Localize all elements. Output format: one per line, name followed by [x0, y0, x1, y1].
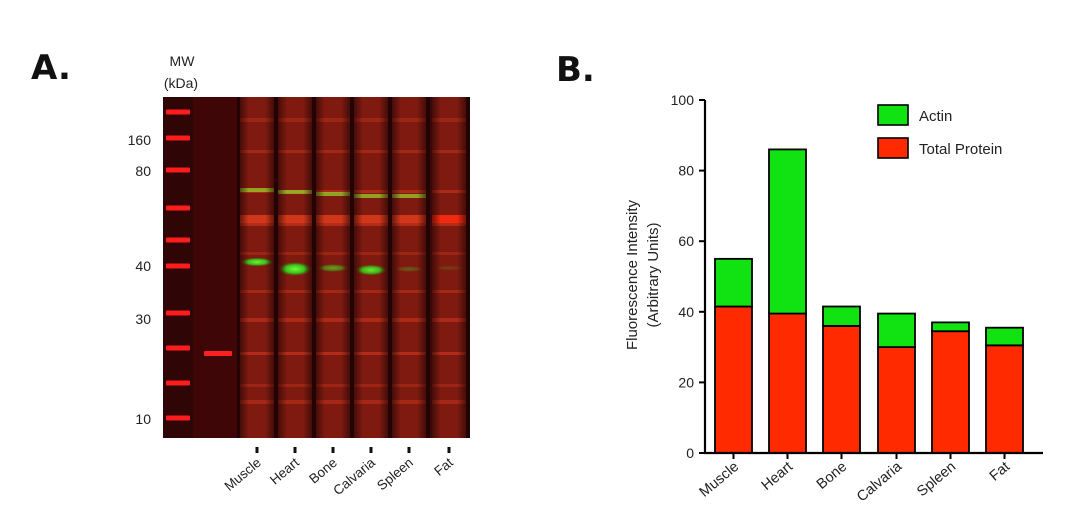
ladder-band	[166, 345, 190, 351]
bar-total-protein	[985, 344, 1024, 454]
x-tick-label: Bone	[814, 459, 850, 493]
blot-lane	[278, 97, 312, 438]
legend-swatch	[877, 137, 909, 159]
bar-total-protein	[822, 325, 861, 454]
bar-actin	[822, 305, 861, 327]
x-tick-label: Fat	[987, 459, 1013, 485]
bar-total-protein	[877, 346, 916, 454]
y-tick-label: 100	[671, 92, 695, 108]
lane-gap	[350, 97, 354, 438]
lane-gap	[237, 97, 240, 438]
lane-gap	[426, 97, 430, 438]
mw-header-line1: MW	[170, 53, 196, 69]
mw-marker-10: 10	[135, 411, 151, 427]
ladder-band	[166, 263, 190, 269]
ladder-band	[166, 109, 190, 115]
mw-marker-80: 80	[135, 163, 151, 179]
y-tick-label: 40	[678, 304, 694, 320]
lane-gap	[274, 97, 278, 438]
lane-gap	[312, 97, 316, 438]
empty-lane	[193, 97, 237, 438]
bar-total-protein	[931, 330, 970, 454]
blot-lane-label: Heart	[267, 455, 302, 488]
blot-lane	[354, 97, 388, 438]
lane-tick	[255, 447, 259, 453]
ladder-band	[166, 135, 190, 141]
empty-lane-band	[204, 351, 232, 356]
lane-tick	[447, 447, 451, 453]
ladder-band	[166, 205, 190, 211]
lane-tick	[331, 447, 335, 453]
blot-lane-label: Fat	[431, 455, 456, 479]
lane-gap	[388, 97, 392, 438]
bar-actin	[931, 321, 970, 333]
mw-marker-160: 160	[128, 132, 152, 148]
western-blot-panel: MW (kDa) 160 80 40 30 10 Muscle Heart Bone…	[128, 53, 470, 499]
ladder-band	[166, 310, 190, 316]
mw-marker-40: 40	[135, 258, 151, 274]
lane-gap	[466, 97, 470, 438]
legend-swatch	[877, 104, 909, 126]
x-tick-label: Spleen	[914, 459, 959, 500]
blot-lane-label: Calvaria	[330, 455, 378, 499]
mw-header-line2: (kDa)	[164, 75, 198, 91]
legend-label: Actin	[919, 108, 952, 125]
lane-tick	[407, 447, 411, 453]
blot-lane	[316, 97, 350, 438]
bar-total-protein	[768, 312, 807, 454]
blot-lane	[432, 97, 466, 438]
legend-label: Total Protein	[919, 141, 1002, 158]
y-tick-label: 60	[678, 233, 694, 249]
ladder-band	[166, 237, 190, 243]
blot-lane	[240, 97, 274, 438]
x-tick-label: Heart	[759, 459, 796, 494]
bar-actin	[985, 326, 1024, 347]
lane-tick	[369, 447, 373, 453]
ladder-band	[166, 380, 190, 386]
panel-b-label: B.	[556, 50, 595, 90]
panel-a-label: A.	[31, 48, 71, 88]
mw-marker-30: 30	[135, 311, 151, 327]
y-tick-label: 80	[678, 163, 694, 179]
bar-actin	[768, 148, 807, 315]
ladder-band	[166, 415, 190, 421]
y-tick-label: 20	[678, 374, 694, 390]
bar-actin	[877, 312, 916, 349]
y-tick-label: 0	[686, 445, 694, 461]
blot-lane	[392, 97, 426, 438]
ladder-band	[166, 167, 190, 173]
y-axis-label-line1: Fluorescence Intensity	[624, 199, 641, 350]
stacked-bar-chart: Fluorescence Intensity (Arbitrary Units)…	[624, 92, 1043, 505]
x-tick-label: Calvaria	[854, 458, 906, 505]
blot-lane-label: Spleen	[374, 455, 416, 494]
blot-lane-label: Muscle	[222, 455, 264, 494]
x-tick-label: Muscle	[697, 459, 742, 501]
lane-tick	[293, 447, 297, 453]
y-axis-label-line2: (Arbitrary Units)	[645, 222, 662, 327]
bar-total-protein	[714, 305, 753, 454]
bar-actin	[714, 257, 753, 308]
